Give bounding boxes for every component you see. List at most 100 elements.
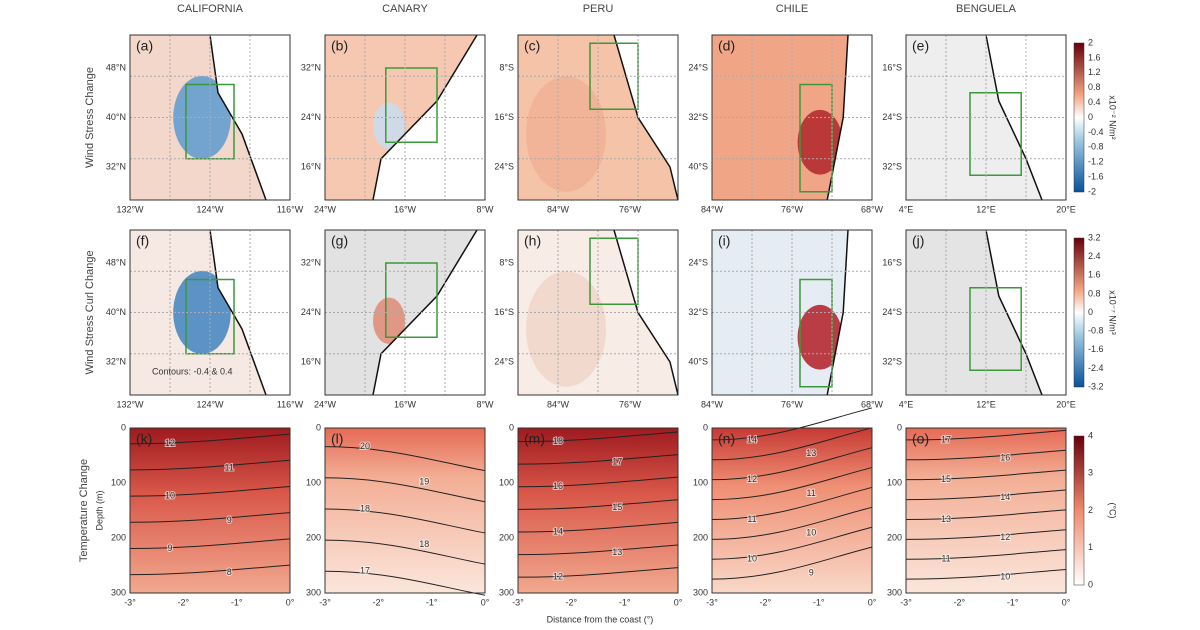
x-tick-label: 4°E — [899, 204, 914, 214]
x-tick-label: 132°W — [116, 204, 144, 214]
colorbar-tick-label: -3.2 — [1088, 381, 1104, 391]
contour-label: 12 — [747, 474, 757, 484]
contour-line — [517, 521, 679, 533]
contour-line — [517, 431, 679, 443]
y-tick-label: 24°S — [494, 356, 514, 366]
contour-line — [129, 459, 291, 471]
panel-frame — [905, 229, 1067, 396]
colorbar-tick-label: -1.6 — [1088, 171, 1104, 181]
upwelling-box — [969, 287, 1022, 371]
x-tick-label: 12°E — [976, 399, 996, 409]
y-tick-label: 16°S — [494, 112, 514, 122]
coastline — [985, 229, 1043, 396]
row-label: Temperature Change — [78, 459, 90, 562]
panel-frame — [324, 427, 486, 594]
panel-frame — [517, 229, 679, 396]
y-tick-label: 0 — [897, 422, 902, 432]
map-anomaly — [373, 102, 405, 149]
y-tick-label: 200 — [499, 532, 514, 542]
y-tick-label: 100 — [306, 477, 321, 487]
contour-line — [517, 454, 679, 465]
colorbar-tick-label: -0.8 — [1088, 142, 1104, 152]
colorbar-unit: (°C) — [1108, 502, 1118, 518]
y-tick-label: 16°N — [301, 356, 321, 366]
x-tick-label: 20°E — [1056, 204, 1076, 214]
contour-line — [324, 446, 486, 472]
contour-label: 16 — [553, 481, 563, 491]
y-tick-label: 32°N — [106, 356, 126, 366]
coastline — [209, 229, 267, 396]
y-tick-label: 32°N — [301, 62, 321, 72]
panel-frame — [905, 427, 1067, 594]
contour-label: 15 — [941, 474, 951, 484]
contour-label: 11 — [225, 462, 234, 472]
x-tick-label: 76°W — [781, 399, 804, 409]
panel-frame — [324, 229, 486, 396]
x-tick-label: -1° — [619, 597, 631, 607]
contour-label: 9 — [227, 515, 232, 525]
contour-line — [711, 486, 873, 520]
upwelling-box — [799, 83, 833, 193]
contour-line — [129, 564, 291, 576]
y-tick-label: 8°S — [499, 257, 514, 267]
y-tick-label: 32°S — [882, 356, 902, 366]
x-tick-label: 20°E — [1056, 399, 1076, 409]
section-field — [906, 428, 1066, 593]
y-tick-label: 200 — [693, 532, 708, 542]
y-tick-label: 100 — [693, 477, 708, 487]
panel-frame — [517, 427, 679, 594]
x-tick-label: 24°W — [314, 399, 337, 409]
panel-label: (h) — [524, 233, 541, 249]
contour-line — [324, 508, 486, 534]
contour-label: 17 — [360, 566, 370, 576]
colorbar-tick-label: 0.8 — [1088, 288, 1101, 298]
y-tick-label: 16°S — [494, 307, 514, 317]
contour-line — [905, 509, 1067, 520]
y-tick-label: 32°N — [301, 257, 321, 267]
colorbar-tick-label: 2 — [1088, 37, 1093, 47]
y-tick-label: 32°S — [688, 112, 708, 122]
panel-frame — [905, 34, 1067, 201]
contour-line — [711, 467, 873, 501]
map-anomaly — [373, 297, 405, 344]
coastline — [372, 34, 478, 201]
section-field — [325, 428, 485, 593]
y-tick-label: 16°S — [882, 62, 902, 72]
x-tick-label: 8°W — [476, 399, 494, 409]
row-label: Wind Stress Change — [84, 67, 96, 168]
x-tick-label: -2° — [566, 597, 578, 607]
contour-label: 18 — [419, 539, 429, 549]
contour-label: 17 — [612, 457, 622, 467]
y-tick-label: 48°N — [106, 62, 126, 72]
y-tick-label: 0 — [509, 422, 514, 432]
x-tick-label: 124°W — [196, 204, 224, 214]
column-title: CHILE — [776, 3, 808, 15]
colorbar — [1073, 237, 1085, 388]
x-tick-label: -1° — [231, 597, 243, 607]
contour-label: 9 — [167, 543, 172, 553]
section-field — [518, 428, 678, 593]
y-tick-label: 40°N — [106, 307, 126, 317]
colorbar-tick-label: 1.6 — [1088, 270, 1101, 280]
colorbar — [1073, 42, 1085, 193]
y-tick-label: 32°N — [106, 161, 126, 171]
contour-line — [129, 538, 291, 549]
panel-label: (b) — [331, 38, 348, 54]
panel-frame — [711, 34, 873, 201]
x-tick-label: -1° — [1007, 597, 1019, 607]
contour-label: 13 — [612, 547, 622, 557]
colorbar-tick-label: -1.6 — [1088, 344, 1104, 354]
x-tick-label: -2° — [760, 597, 772, 607]
y-tick-label: 0 — [121, 422, 126, 432]
contour-label: 14 — [1000, 492, 1010, 502]
y-tick-label: 32°S — [882, 161, 902, 171]
panel-frame — [129, 427, 291, 594]
y-tick-label: 300 — [499, 587, 514, 597]
contour-line — [711, 427, 873, 461]
y-tick-label: 24°N — [301, 307, 321, 317]
contour-label: 12 — [553, 572, 563, 582]
y-tick-label: 8°S — [499, 62, 514, 72]
colorbar-tick-label: 4 — [1088, 430, 1093, 440]
colorbar-tick-label: 3 — [1088, 468, 1093, 478]
contour-label: 14 — [553, 526, 563, 536]
